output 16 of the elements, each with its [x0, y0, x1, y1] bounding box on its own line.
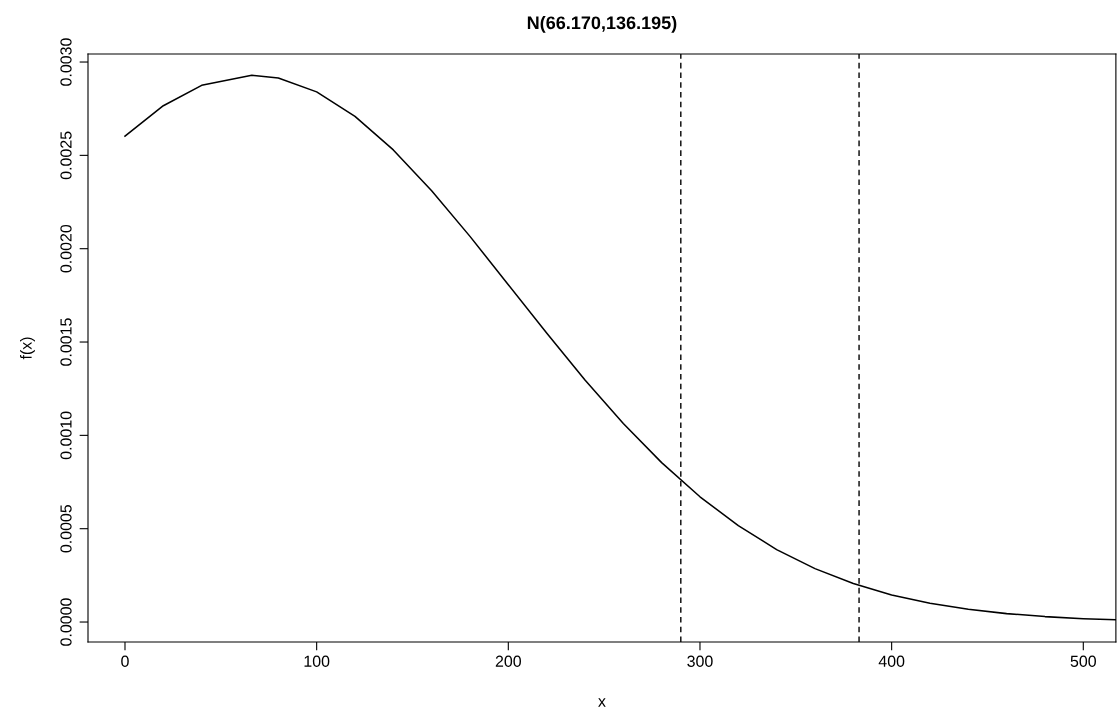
x-tick-label: 500	[1070, 655, 1096, 667]
x-tick-label: 400	[878, 655, 905, 667]
y-tick-label: 0.0025	[60, 131, 72, 180]
y-tick-label: 0.0030	[60, 38, 72, 86]
x-tick-label: 100	[304, 655, 330, 667]
x-tick-label: 300	[687, 655, 713, 667]
y-tick-label: 0.0010	[60, 411, 72, 460]
x-tick-label: 200	[495, 655, 522, 667]
x-axis-title: x	[598, 698, 606, 707]
y-tick-label: 0.0020	[60, 224, 72, 273]
y-axis-title: f(x)	[20, 337, 35, 360]
y-tick-label: 0.0005	[60, 504, 72, 553]
x-tick-label: 0	[121, 655, 129, 667]
chart-title: N(66.170,136.195)	[527, 15, 677, 33]
y-tick-label: 0.0000	[60, 598, 72, 646]
y-tick-label: 0.0015	[60, 318, 72, 366]
